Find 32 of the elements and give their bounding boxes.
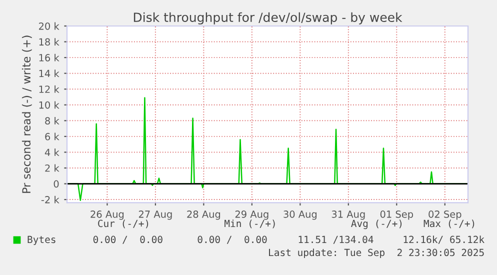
text: 11.51 /134.04	[298, 236, 374, 244]
text: Max (-/+)	[424, 220, 474, 228]
x-tick-label: 01 Sep	[380, 210, 414, 220]
y-tick-label: 4 k	[44, 148, 60, 156]
y-tick-label: 14 k	[39, 70, 60, 78]
y-tick-label: 2 k	[45, 164, 60, 172]
x-tick-label: 26 Aug	[90, 210, 124, 220]
text: 0.00 / 0.00	[93, 236, 162, 244]
y-tick-label: 12 k	[39, 85, 60, 93]
y-tick-label: 6 k	[45, 132, 60, 140]
chart-title: Disk throughput for /dev/ol/swap - by week	[134, 12, 402, 24]
y-tick-label: 16 k	[39, 54, 60, 62]
x-tick-label: 02 Sep	[428, 210, 462, 220]
text: 0.00 / 0.00	[198, 236, 267, 244]
y-tick-label: 10 k	[39, 101, 60, 109]
y-axis-title: Pr second read (-) / write (+)	[22, 36, 32, 193]
text: 12.16k/ 65.12k	[404, 236, 484, 244]
x-tick-label: 28 Aug	[187, 210, 220, 220]
text: Last update: Tue Sep 2 23:30:05 2025	[269, 248, 484, 258]
x-tick-label: 27 Aug	[138, 210, 172, 220]
x-tick-label: 29 Aug	[235, 210, 268, 220]
text: Min (-/+)	[224, 220, 275, 228]
y-tick-label: -2 k	[41, 196, 60, 204]
x-tick-label: 30 Aug	[284, 210, 316, 220]
y-tick-label: 0	[54, 180, 59, 188]
x-tick-label: 31 Aug	[332, 210, 365, 220]
legend-label: Bytes	[28, 236, 56, 246]
y-tick-label: 8 k	[45, 116, 60, 124]
y-tick-label: 20 k	[38, 22, 60, 30]
y-tick-label: 18 k	[39, 38, 60, 46]
text: Avg (-/+)	[351, 220, 402, 230]
text: Cur (-/+)	[98, 220, 148, 228]
